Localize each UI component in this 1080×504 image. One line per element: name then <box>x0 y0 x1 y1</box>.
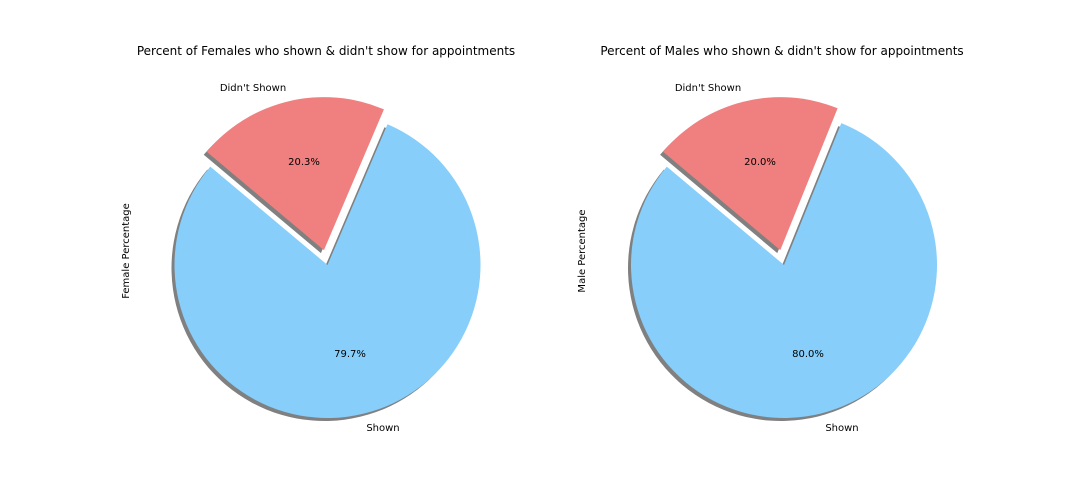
pct-label-female-shown: 79.7% <box>334 349 366 360</box>
y-axis-label-female: Female Percentage <box>121 203 132 299</box>
pie-slice-female-shown <box>174 124 481 419</box>
pie-slice-male-shown <box>631 123 938 419</box>
pct-label-male-didnt-shown: 20.0% <box>744 157 776 168</box>
category-label-male-didnt-shown: Didn't Shown <box>675 83 741 94</box>
pie-slice-female-didn-t-shown <box>206 97 384 251</box>
y-axis-label-male: Male Percentage <box>577 209 588 292</box>
pct-label-female-didnt-shown: 20.3% <box>288 157 320 168</box>
category-label-female-shown: Shown <box>366 423 399 434</box>
pie-chart-female: Percent of Females who shown & didn't sh… <box>121 44 515 434</box>
pct-label-male-shown: 80.0% <box>792 349 824 360</box>
category-label-female-didnt-shown: Didn't Shown <box>220 83 286 94</box>
pie-slices-male <box>631 97 938 419</box>
pie-slices-female <box>174 97 481 419</box>
pie-chart-male: Percent of Males who shown & didn't show… <box>577 44 964 434</box>
pie-slice-male-didn-t-shown <box>663 97 838 251</box>
chart-title-female: Percent of Females who shown & didn't sh… <box>137 44 515 58</box>
category-label-male-shown: Shown <box>825 423 858 434</box>
chart-title-male: Percent of Males who shown & didn't show… <box>600 44 963 58</box>
